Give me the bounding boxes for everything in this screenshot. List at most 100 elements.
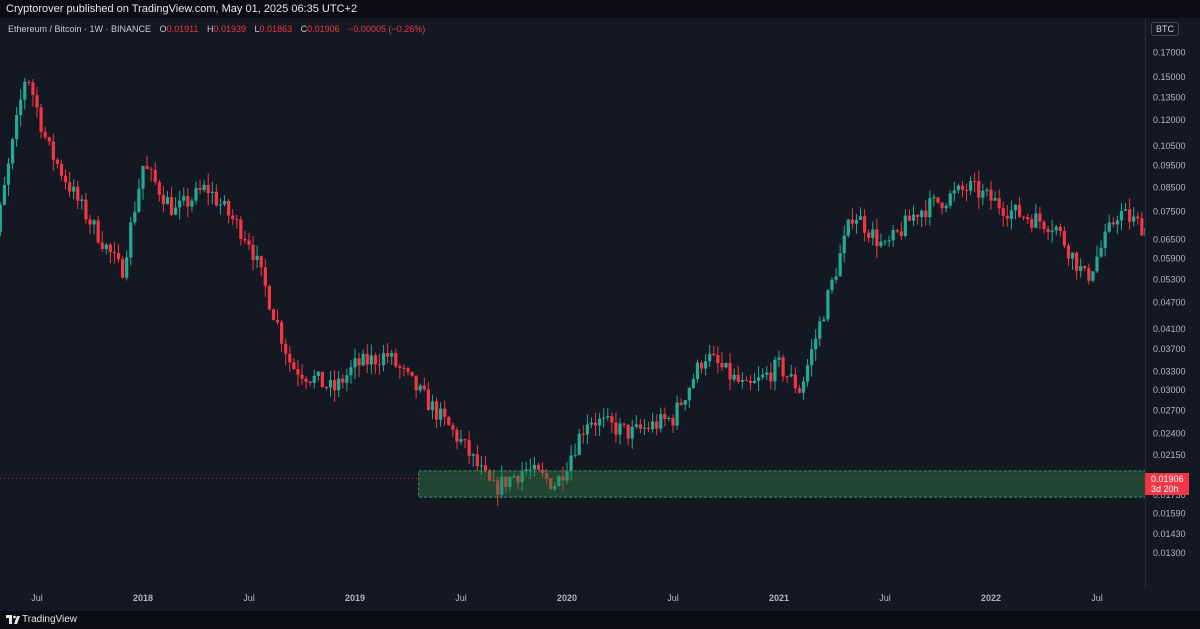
candle-34 [121,256,125,279]
symbol-name[interactable]: Ethereum / Bitcoin · 1W · BINANCE [8,24,152,34]
candle-body [683,400,687,405]
chart-area[interactable] [0,18,1200,611]
candle-body [80,199,84,201]
candle-body [76,186,80,201]
price-tick-label: 0.02150 [1153,450,1186,460]
candle-body [598,418,602,426]
candle-body [712,353,716,356]
candle-body [1058,226,1062,231]
candle-141 [557,474,561,487]
candle-274 [1099,240,1103,259]
candle-body [308,381,312,383]
candle-body [614,422,618,435]
candle-165 [655,414,659,436]
currency-badge[interactable]: BTC [1151,22,1179,36]
footer-brand[interactable]: TradingView [22,614,78,625]
candle-body [349,367,353,376]
candle-body [247,240,251,245]
candle-body [642,427,647,429]
candle-195 [777,350,781,368]
candle-202 [805,359,810,387]
open-label: O [159,24,167,34]
candle-149 [589,417,594,429]
candle-278 [1115,215,1119,234]
candle-38 [137,178,141,214]
published-header: Cryptorover published on TradingView.com… [0,0,1200,18]
candle-body [1087,268,1091,281]
candle-body [989,189,993,201]
candle-131 [516,475,520,490]
candle-168 [667,416,671,422]
candle-174 [691,373,695,390]
candle-82 [316,370,320,381]
candle-body [545,473,549,479]
candle-body [496,480,500,495]
candle-body [846,219,850,236]
candle-282 [1132,206,1136,227]
candle-250 [1001,201,1005,227]
candle-164 [651,412,655,433]
candle-body [651,421,655,430]
candle-body [532,464,536,470]
close-label: C [300,24,308,34]
candle-body [973,181,977,183]
candle-body [765,372,769,375]
price-axis[interactable]: BTC 0.17000 0.15000 0.13500 0.12000 0.10500 0… [1145,18,1200,589]
candle-8 [15,107,19,147]
candle-185 [736,365,740,385]
candle-182 [724,362,728,369]
time-axis[interactable]: Jul2018Jul2019Jul2020Jul2021Jul2022Jul20… [0,589,1145,611]
candle-242 [969,176,973,195]
candle-body [1022,216,1026,218]
footer: TradingView [0,611,1200,629]
candle-body [186,196,190,207]
candle-body [720,363,724,368]
support-zone-box [418,470,1200,498]
candle-172 [683,399,687,411]
candle-body [875,229,879,247]
candle-114 [447,415,451,426]
candle-body [854,219,859,224]
candle-body [361,353,365,366]
candle-body [793,374,797,389]
candle-body [198,188,202,191]
candle-body [842,235,846,254]
candle-100 [390,349,394,365]
candle-226 [903,209,907,238]
candle-132 [520,461,524,491]
candle-246 [985,187,989,197]
candle-280 [1123,203,1128,211]
price-tick-label: 0.01300 [1153,548,1186,558]
candle-273 [1095,245,1099,274]
candle-215 [858,207,863,221]
bar-countdown: 3d 20h [1151,484,1179,495]
candle-body [357,358,361,366]
candle-body [818,321,822,339]
candle-body [663,414,667,419]
candle-body [569,455,573,472]
candle-93 [361,349,365,367]
candle-137 [540,462,545,479]
candle-275 [1103,223,1107,257]
price-tick-label: 0.02400 [1153,428,1186,438]
price-tick-label: 0.10500 [1153,141,1186,151]
candle-214 [854,213,859,234]
candle-body [581,433,585,435]
candle-279 [1119,203,1124,231]
candle-body [1026,217,1030,220]
candle-48 [178,190,182,220]
candle-body [300,374,304,379]
candle-body [108,244,112,252]
candle-28 [96,215,100,245]
change-value: −0.00005 (−0.26%) [348,24,426,34]
candle-body [471,454,475,456]
candle-body [536,464,541,470]
candle-body [858,216,863,220]
candle-50 [186,187,190,218]
candle-21 [68,171,72,197]
candle-68 [259,255,263,277]
candle-130 [512,473,516,478]
candle-body [655,421,659,429]
candle-body [439,408,443,420]
